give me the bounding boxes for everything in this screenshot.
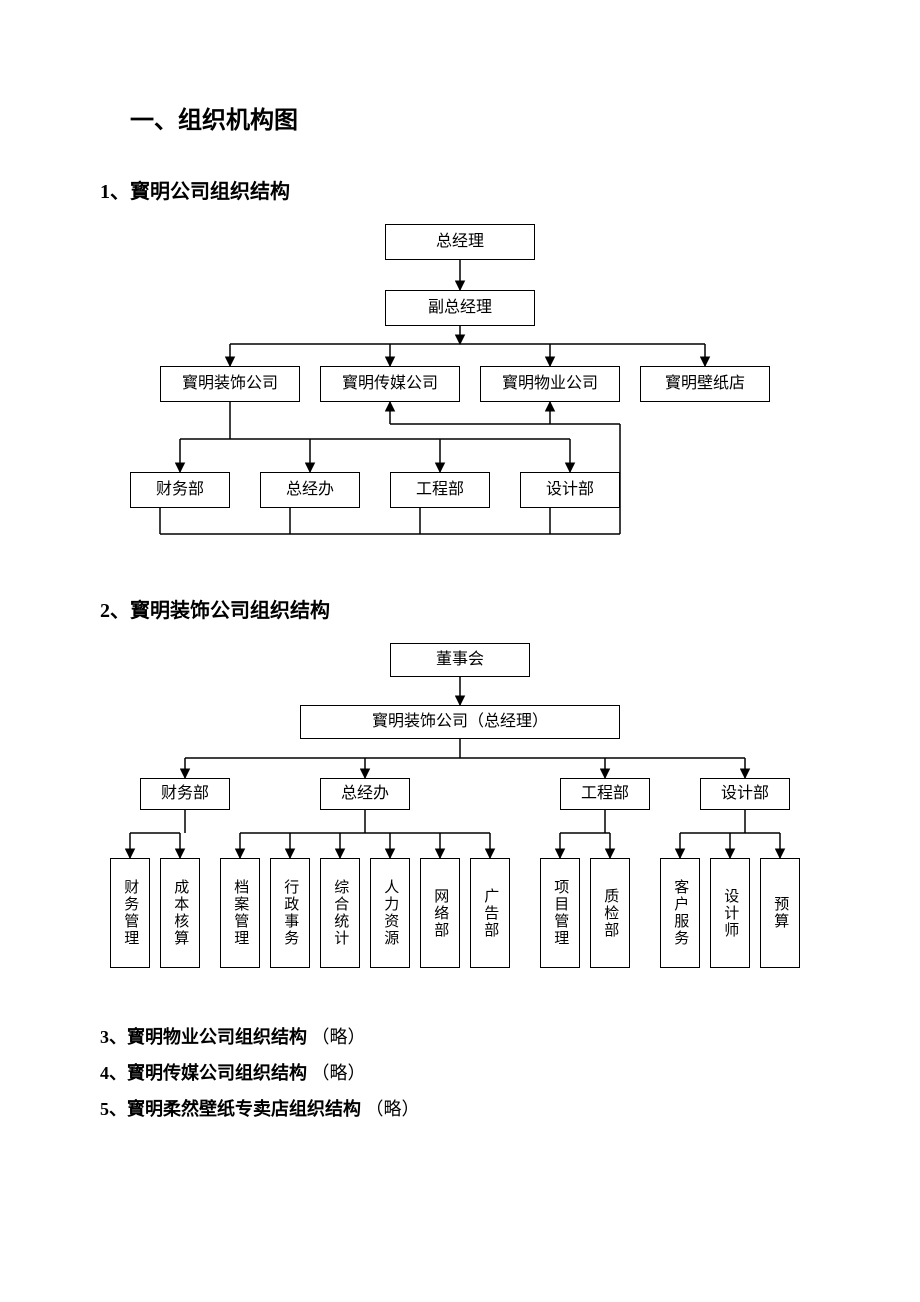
node-l12: 设计师 [710, 858, 750, 968]
node-prop: 寳明物业公司 [480, 366, 620, 402]
section3-title: 3、寳明物业公司组织结构 [100, 1027, 307, 1047]
node-l1: 财务管理 [110, 858, 150, 968]
main-title: 一、组织机构图 [130, 100, 820, 135]
omit-note: （略） [312, 1027, 366, 1047]
omit-note: （略） [366, 1099, 420, 1119]
node-media: 寳明传媒公司 [320, 366, 460, 402]
section5-title: 5、寳明柔然壁纸专卖店组织结构 [100, 1099, 361, 1119]
section5-line: 5、寳明柔然壁纸专卖店组织结构 （略） [100, 1095, 820, 1121]
node-des: 设计部 [700, 778, 790, 810]
section3-line: 3、寳明物业公司组织结构 （略） [100, 1023, 820, 1049]
node-fin: 财务部 [130, 472, 230, 508]
node-wall: 寳明壁纸店 [640, 366, 770, 402]
node-des: 设计部 [520, 472, 620, 508]
node-eng: 工程部 [560, 778, 650, 810]
node-l11: 客户服务 [660, 858, 700, 968]
node-l4: 行政事务 [270, 858, 310, 968]
node-gm: 寳明装饰公司（总经理） [300, 705, 620, 739]
node-fin: 财务部 [140, 778, 230, 810]
node-gmo: 总经办 [320, 778, 410, 810]
node-l10: 质检部 [590, 858, 630, 968]
section1-title: 1、寳明公司组织结构 [100, 175, 820, 204]
node-deco: 寳明装饰公司 [160, 366, 300, 402]
node-l13: 预算 [760, 858, 800, 968]
org-chart-1: 总经理副总经理寳明装饰公司寳明传媒公司寳明物业公司寳明壁纸店财务部总经办工程部设… [130, 224, 790, 554]
node-l3: 档案管理 [220, 858, 260, 968]
node-gmo: 总经办 [260, 472, 360, 508]
node-eng: 工程部 [390, 472, 490, 508]
node-l2: 成本核算 [160, 858, 200, 968]
section2-title: 2、寳明装饰公司组织结构 [100, 594, 820, 623]
node-l9: 项目管理 [540, 858, 580, 968]
section4-line: 4、寳明传媒公司组织结构 （略） [100, 1059, 820, 1085]
node-gm: 总经理 [385, 224, 535, 260]
node-l7: 网络部 [420, 858, 460, 968]
org-chart-2: 董事会寳明装饰公司（总经理） 财务部 总经办 工程部 设计部财务管理成本核算档案管理行政… [100, 643, 820, 1003]
omit-note: （略） [312, 1063, 366, 1083]
node-l8: 广告部 [470, 858, 510, 968]
node-l5: 综合统计 [320, 858, 360, 968]
node-board: 董事会 [390, 643, 530, 677]
node-l6: 人力资源 [370, 858, 410, 968]
node-vgm: 副总经理 [385, 290, 535, 326]
section4-title: 4、寳明传媒公司组织结构 [100, 1063, 307, 1083]
